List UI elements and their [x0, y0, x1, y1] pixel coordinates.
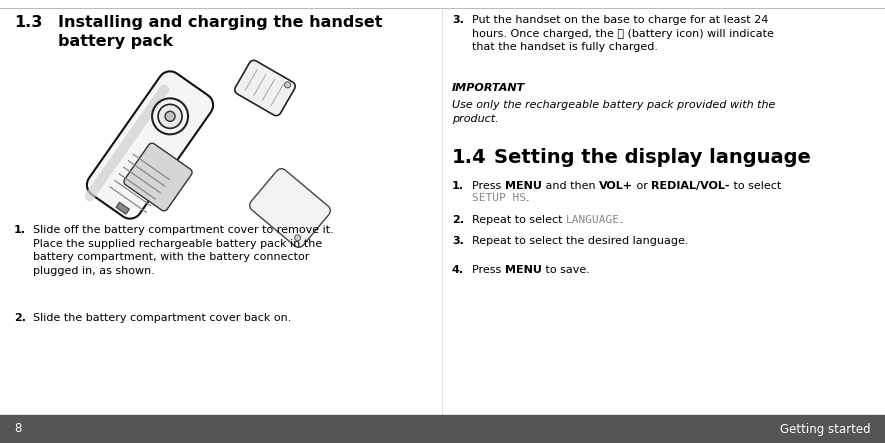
- Text: 2.: 2.: [452, 215, 464, 225]
- Text: 4.: 4.: [452, 265, 464, 275]
- Text: Use only the rechargeable battery pack provided with the
product.: Use only the rechargeable battery pack p…: [452, 100, 775, 124]
- Text: 8: 8: [14, 423, 21, 435]
- Text: LANGUAGE: LANGUAGE: [566, 215, 620, 225]
- Polygon shape: [124, 143, 192, 211]
- Text: Getting started: Getting started: [781, 423, 871, 435]
- Text: REDIAL/VOL-: REDIAL/VOL-: [651, 181, 729, 191]
- Polygon shape: [116, 202, 129, 214]
- Text: 3.: 3.: [452, 236, 464, 246]
- Circle shape: [165, 111, 175, 121]
- Text: .: .: [620, 215, 624, 225]
- Polygon shape: [250, 169, 330, 247]
- Text: Repeat to select: Repeat to select: [472, 215, 566, 225]
- Text: to select: to select: [729, 181, 781, 191]
- Text: Press: Press: [472, 265, 504, 275]
- Text: 2.: 2.: [14, 313, 26, 323]
- Text: Setting the display language: Setting the display language: [494, 148, 811, 167]
- Text: 1.: 1.: [452, 181, 464, 191]
- Text: Repeat to select the desired language.: Repeat to select the desired language.: [472, 236, 689, 246]
- Circle shape: [295, 235, 301, 241]
- Text: IMPORTANT: IMPORTANT: [452, 83, 526, 93]
- Text: VOL+: VOL+: [599, 181, 633, 191]
- Polygon shape: [85, 85, 169, 201]
- Text: MENU: MENU: [504, 265, 542, 275]
- Text: Press: Press: [472, 181, 504, 191]
- Text: 1.3: 1.3: [14, 15, 42, 30]
- Text: Installing and charging the handset
battery pack: Installing and charging the handset batt…: [58, 15, 382, 49]
- Text: .: .: [526, 194, 529, 203]
- Text: Put the handset on the base to charge for at least 24
hours. Once charged, the ⎓: Put the handset on the base to charge fo…: [472, 15, 773, 52]
- Text: to save.: to save.: [542, 265, 589, 275]
- Bar: [0, 415, 885, 443]
- Text: or: or: [633, 181, 651, 191]
- Text: and then: and then: [542, 181, 599, 191]
- Text: 3.: 3.: [452, 15, 464, 25]
- Polygon shape: [87, 71, 213, 219]
- Text: SETUP HS: SETUP HS: [472, 194, 526, 203]
- Text: MENU: MENU: [504, 181, 542, 191]
- Text: 1.: 1.: [14, 225, 26, 235]
- Polygon shape: [235, 60, 296, 116]
- Text: Slide off the battery compartment cover to remove it.
Place the supplied recharg: Slide off the battery compartment cover …: [33, 225, 334, 276]
- Text: 1.4: 1.4: [452, 148, 487, 167]
- Circle shape: [285, 82, 290, 88]
- Text: Slide the battery compartment cover back on.: Slide the battery compartment cover back…: [33, 313, 291, 323]
- Circle shape: [158, 105, 182, 128]
